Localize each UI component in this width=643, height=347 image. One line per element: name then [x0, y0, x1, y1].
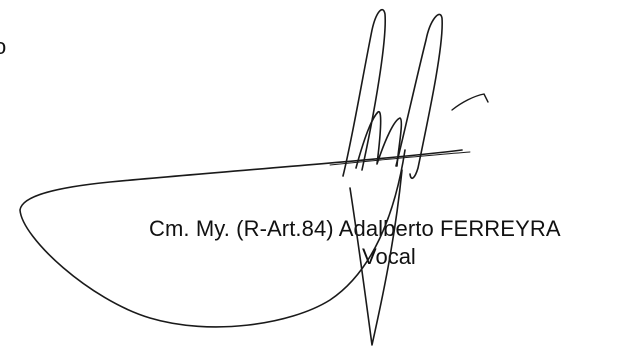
- cropped-text-fragment: o: [0, 34, 7, 59]
- signature-underline-tail: [329, 151, 471, 166]
- signer-role: Vocal: [362, 244, 416, 269]
- signature-left-loop: [342, 8, 387, 177]
- signer-name: Cm. My. (R-Art.84) Adalberto FERREYRA: [149, 216, 561, 241]
- signature-right-loop: [395, 13, 443, 180]
- signature-flourish: [451, 93, 489, 111]
- signature-middle-strokes: [355, 111, 403, 169]
